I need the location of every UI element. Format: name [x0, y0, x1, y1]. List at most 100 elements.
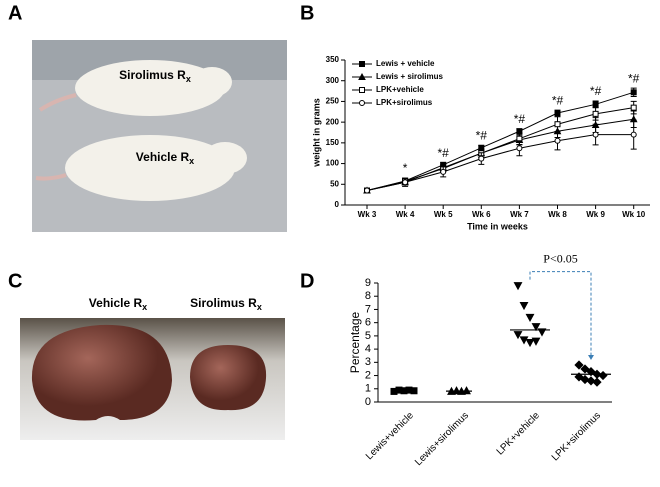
legend-label: Lewis + vehicle: [376, 59, 435, 68]
marker: [586, 376, 596, 386]
legend-label: LPK+vehicle: [376, 85, 424, 94]
marker: [516, 145, 523, 152]
y-tick-label: 300: [326, 76, 340, 85]
label-subscript: x: [257, 302, 262, 312]
label-text: Vehicle R: [136, 150, 190, 164]
y-tick-label: 0: [365, 396, 371, 408]
photo-label: Vehicle Rx: [136, 150, 194, 166]
marker: [592, 377, 602, 387]
x-tick-label: Wk 7: [510, 210, 529, 219]
marker: [462, 386, 471, 395]
significance: *#: [628, 71, 640, 85]
bracket-arrow: [588, 354, 594, 360]
photo-label: Vehicle Rx: [89, 296, 147, 312]
marker: [592, 101, 599, 108]
y-tick-label: 0: [335, 200, 340, 209]
x-tick-label: Wk 9: [586, 210, 605, 219]
series-line: [366, 107, 634, 191]
y-tick-label: 3: [365, 356, 371, 368]
y-tick-label: 150: [326, 138, 340, 147]
marker: [359, 61, 365, 67]
marker: [402, 179, 409, 186]
significance: *#: [514, 112, 526, 126]
photo-a: [32, 40, 287, 232]
photo-label: Sirolimus Rx: [190, 296, 262, 312]
photo-label: Sirolimus Rx: [119, 68, 191, 84]
marker: [513, 282, 523, 291]
x-tick-label: Lewis+sirolimus: [413, 410, 471, 468]
x-tick-label: Wk 8: [548, 210, 567, 219]
marker: [580, 364, 590, 374]
y-tick-label: 250: [326, 97, 340, 106]
y-tick-label: 8: [365, 290, 371, 302]
x-tick-label: Wk 4: [396, 210, 415, 219]
label-text: Sirolimus R: [190, 296, 257, 310]
x-tick-label: Wk 10: [622, 210, 646, 219]
y-tick-label: 6: [365, 317, 371, 329]
marker: [364, 187, 370, 194]
legend-label: Lewis + sirolimus: [376, 72, 443, 81]
marker: [537, 328, 547, 337]
significance: *#: [590, 84, 602, 98]
y-tick-label: 2: [365, 369, 371, 381]
p-value: P<0.05: [543, 251, 577, 265]
marker: [630, 131, 637, 138]
marker: [580, 374, 590, 385]
y-tick-label: 350: [326, 55, 340, 64]
x-tick-label: Lewis+vehicle: [364, 410, 416, 462]
x-tick-label: LPK+vehicle: [495, 410, 543, 458]
marker: [592, 110, 599, 117]
marker: [531, 323, 541, 332]
marker: [358, 72, 366, 80]
x-axis-label: Time in weeks: [467, 221, 528, 231]
marker: [574, 372, 584, 382]
y-tick-label: 50: [330, 179, 339, 188]
marker: [630, 89, 637, 96]
marker: [525, 313, 535, 323]
label-subscript: x: [142, 302, 147, 312]
marker: [519, 301, 529, 311]
marker: [359, 87, 365, 93]
y-tick-label: 7: [365, 303, 371, 315]
label-subscript: x: [186, 74, 191, 84]
significance: *#: [438, 146, 450, 160]
x-tick-label: Wk 5: [434, 210, 453, 219]
x-tick-label: LPK+sirolimus: [550, 410, 603, 463]
marker: [440, 168, 447, 175]
marker: [554, 110, 561, 117]
panel-label: C: [8, 270, 22, 292]
y-tick-label: 5: [365, 330, 371, 342]
series-line: [366, 118, 634, 191]
marker: [598, 370, 608, 381]
marker: [519, 336, 529, 345]
marker: [592, 131, 599, 138]
marker: [586, 366, 596, 377]
y-tick-label: 100: [326, 159, 340, 168]
marker: [531, 337, 541, 346]
x-tick-label: Wk 3: [358, 210, 377, 219]
label-subscript: x: [189, 156, 194, 166]
panel-label: D: [300, 270, 314, 292]
y-tick-label: 4: [365, 343, 371, 355]
marker: [554, 121, 561, 128]
significance: *#: [552, 93, 564, 107]
significance: *#: [476, 129, 488, 143]
marker: [554, 137, 561, 144]
marker: [525, 339, 535, 348]
marker: [410, 387, 418, 395]
y-axis-label: weight in grams: [311, 98, 321, 168]
marker: [630, 104, 637, 111]
y-axis-label: Percentage: [348, 311, 362, 373]
x-tick-label: Wk 6: [472, 210, 491, 219]
series-line: [366, 134, 634, 191]
marker: [359, 100, 365, 106]
label-text: Sirolimus R: [119, 68, 186, 82]
panel-label: B: [300, 2, 314, 24]
panel-label: A: [8, 2, 22, 24]
y-tick-label: 200: [326, 117, 340, 126]
y-tick-label: 9: [365, 277, 371, 289]
significance: *: [403, 161, 408, 175]
marker: [513, 331, 523, 340]
photo-c: [20, 318, 285, 440]
